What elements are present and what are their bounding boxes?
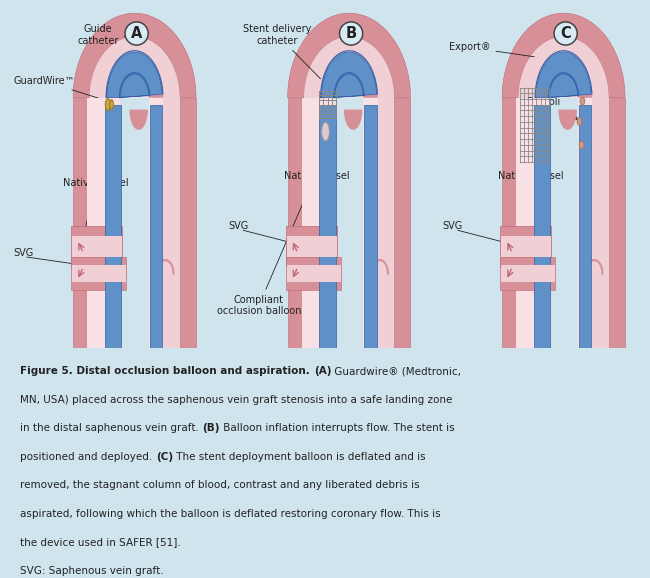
Circle shape — [580, 97, 585, 105]
Polygon shape — [106, 57, 163, 98]
Text: SVG: SVG — [228, 221, 248, 231]
Polygon shape — [344, 110, 362, 130]
Text: Guardwire® (Medtronic,: Guardwire® (Medtronic, — [332, 366, 462, 376]
Polygon shape — [287, 236, 337, 257]
Ellipse shape — [105, 99, 110, 110]
Text: SVG: SVG — [14, 249, 34, 258]
Polygon shape — [578, 98, 592, 348]
Text: (C): (C) — [156, 452, 173, 462]
Polygon shape — [579, 105, 592, 348]
Polygon shape — [501, 236, 551, 257]
Polygon shape — [501, 265, 555, 281]
Polygon shape — [320, 57, 378, 98]
Polygon shape — [536, 52, 591, 98]
Polygon shape — [363, 98, 378, 348]
Polygon shape — [285, 257, 341, 290]
Polygon shape — [90, 98, 106, 348]
Polygon shape — [88, 98, 120, 348]
Polygon shape — [287, 13, 411, 98]
Polygon shape — [535, 98, 549, 348]
Polygon shape — [534, 105, 551, 348]
Circle shape — [577, 117, 582, 125]
Polygon shape — [149, 98, 163, 348]
Polygon shape — [535, 57, 592, 98]
Polygon shape — [502, 98, 519, 348]
Polygon shape — [73, 98, 90, 348]
Polygon shape — [394, 98, 411, 348]
Text: Compliant
occlusion balloon: Compliant occlusion balloon — [216, 134, 333, 316]
Text: Figure 5. Distal occlusion balloon and aspiration.: Figure 5. Distal occlusion balloon and a… — [21, 366, 314, 376]
Polygon shape — [335, 77, 363, 98]
Polygon shape — [71, 226, 122, 267]
Polygon shape — [285, 226, 337, 267]
Text: MN, USA) placed across the saphenous vein graft stenosis into a safe landing zon: MN, USA) placed across the saphenous vei… — [21, 395, 453, 405]
Polygon shape — [302, 98, 335, 348]
Text: Native vessel: Native vessel — [498, 171, 564, 244]
Polygon shape — [287, 265, 341, 281]
Text: The stent deployment balloon is deflated and is: The stent deployment balloon is deflated… — [173, 452, 426, 462]
Text: in the distal saphenous vein graft.: in the distal saphenous vein graft. — [21, 423, 203, 434]
Polygon shape — [105, 105, 122, 348]
Text: SVG: Saphenous vein graft.: SVG: Saphenous vein graft. — [21, 566, 164, 576]
Polygon shape — [106, 98, 120, 348]
Polygon shape — [558, 110, 577, 130]
Polygon shape — [107, 52, 162, 98]
Text: positioned and deployed.: positioned and deployed. — [21, 452, 156, 462]
Polygon shape — [73, 13, 196, 98]
Text: Balloon inflation interrupts flow. The stent is: Balloon inflation interrupts flow. The s… — [220, 423, 455, 434]
Polygon shape — [500, 226, 551, 267]
Polygon shape — [120, 77, 149, 98]
Text: SVG: SVG — [443, 221, 463, 231]
Text: removed, the stagnant column of blood, contrast and any liberated debris is: removed, the stagnant column of blood, c… — [21, 480, 420, 490]
Polygon shape — [592, 98, 608, 348]
Polygon shape — [519, 37, 608, 98]
Polygon shape — [363, 98, 378, 348]
Polygon shape — [549, 77, 578, 98]
Polygon shape — [321, 52, 376, 98]
Polygon shape — [150, 105, 162, 348]
Ellipse shape — [322, 123, 330, 141]
Polygon shape — [71, 257, 126, 290]
Polygon shape — [502, 13, 625, 98]
Text: B: B — [346, 26, 357, 41]
Polygon shape — [179, 98, 196, 348]
Polygon shape — [319, 105, 336, 348]
Polygon shape — [500, 257, 555, 290]
Text: (B): (B) — [203, 423, 220, 434]
Text: the device used in SAFER [51].: the device used in SAFER [51]. — [21, 538, 181, 547]
Polygon shape — [72, 236, 122, 257]
Polygon shape — [320, 98, 335, 348]
Text: (A): (A) — [314, 366, 332, 376]
Text: aspirated, following which the balloon is deflated restoring coronary flow. This: aspirated, following which the balloon i… — [21, 509, 441, 519]
Text: Guide
catheter: Guide catheter — [77, 24, 127, 46]
Polygon shape — [378, 98, 394, 348]
Text: Native vessel: Native vessel — [63, 177, 129, 244]
Polygon shape — [90, 37, 179, 98]
Text: Stent delivery
catheter: Stent delivery catheter — [243, 24, 320, 79]
Text: Export®: Export® — [449, 42, 534, 57]
Text: Native vessel: Native vessel — [283, 171, 349, 244]
Polygon shape — [304, 37, 394, 98]
Text: Emboli: Emboli — [526, 97, 578, 120]
Polygon shape — [608, 98, 625, 348]
Polygon shape — [287, 98, 304, 348]
Polygon shape — [149, 98, 163, 348]
Polygon shape — [72, 265, 126, 281]
Text: C: C — [560, 26, 571, 41]
Polygon shape — [365, 105, 377, 348]
Polygon shape — [163, 98, 179, 348]
Polygon shape — [519, 98, 535, 348]
Text: GuardWire™: GuardWire™ — [14, 76, 105, 101]
Circle shape — [579, 141, 584, 149]
Text: A: A — [131, 26, 142, 41]
Ellipse shape — [110, 100, 114, 109]
Polygon shape — [578, 98, 592, 348]
Polygon shape — [304, 98, 320, 348]
Polygon shape — [517, 98, 549, 348]
Polygon shape — [129, 110, 148, 130]
